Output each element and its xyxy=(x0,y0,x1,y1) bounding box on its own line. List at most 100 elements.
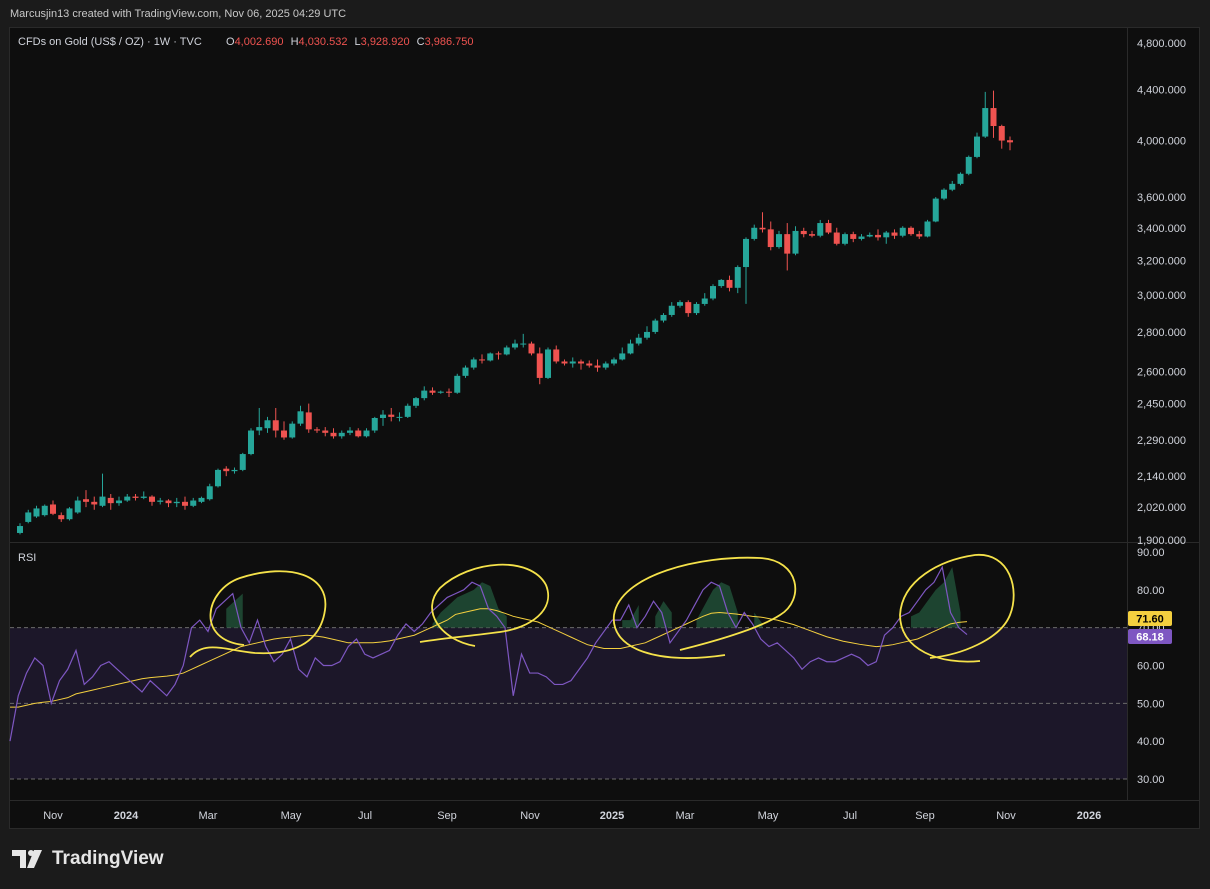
candle-body xyxy=(718,279,725,287)
candle-body xyxy=(380,414,386,419)
time-tick-label: Nov xyxy=(43,810,63,822)
candle-body xyxy=(990,108,997,127)
candle-body xyxy=(561,361,568,364)
candle-body xyxy=(759,227,766,230)
candle-body xyxy=(239,454,246,470)
candle-body xyxy=(528,343,535,354)
candle-body xyxy=(289,423,296,438)
candle-body xyxy=(421,390,428,399)
candle-body xyxy=(149,496,155,502)
candle-body xyxy=(503,347,510,355)
candle-body xyxy=(17,526,23,533)
candle-body xyxy=(462,367,469,376)
price-tick-label: 2,290.000 xyxy=(1137,435,1186,447)
rsi-tick-label: 80.00 xyxy=(1137,585,1165,597)
candle-body xyxy=(982,108,989,137)
candle-body xyxy=(206,486,213,500)
candle-body xyxy=(932,198,939,222)
candle-body xyxy=(116,500,122,504)
candle-body xyxy=(627,343,634,354)
candle-body xyxy=(743,238,749,268)
candle-body xyxy=(908,227,914,235)
candle-body xyxy=(487,353,494,361)
tradingview-logo-icon xyxy=(12,850,42,868)
legend-close-value: 3,986.750 xyxy=(425,36,474,48)
candle-body xyxy=(800,230,807,235)
time-tick-label: Jul xyxy=(358,810,372,822)
rsi-overbought-fill xyxy=(696,582,738,628)
time-tick-label: Mar xyxy=(199,810,218,822)
rsi-value-badges: 71.60 68.18 xyxy=(1128,611,1172,644)
annotation-circles xyxy=(189,554,1015,663)
candle-body xyxy=(685,302,692,314)
candle-body xyxy=(619,353,626,360)
candle-body xyxy=(198,497,205,502)
candle-body xyxy=(215,469,221,487)
legend-ohlc: O4,002.690 H4,030.532 L3,928.920 C3,986.… xyxy=(226,36,474,48)
rsi-band xyxy=(10,627,1127,779)
candle-body xyxy=(338,432,345,437)
legend-low-label: L xyxy=(355,36,361,48)
rsi-tick-label: 90.00 xyxy=(1137,547,1165,559)
candle-body xyxy=(281,430,287,438)
legend-high-label: H xyxy=(291,36,299,48)
rsi-overbought-fill xyxy=(911,567,961,628)
candle-body xyxy=(355,430,362,437)
rsi-tick-label: 40.00 xyxy=(1137,736,1165,748)
price-tick-label: 2,450.000 xyxy=(1137,399,1186,411)
candle-body xyxy=(429,390,436,393)
candle-body xyxy=(866,234,873,237)
candle-body xyxy=(710,286,716,299)
candle-body xyxy=(388,414,395,417)
candle-body xyxy=(470,359,477,368)
price-tick-label: 4,400.000 xyxy=(1137,84,1186,96)
candle-body xyxy=(1007,140,1013,143)
candle-body xyxy=(256,427,263,431)
candle-body xyxy=(842,234,848,244)
candle-body xyxy=(140,496,147,498)
time-tick-label: Nov xyxy=(996,810,1016,822)
tradingview-logo[interactable]: TradingView xyxy=(12,848,164,870)
candle-body xyxy=(817,223,824,236)
rsi-pane-label: RSI xyxy=(18,552,36,564)
time-tick-label: Mar xyxy=(676,810,695,822)
price-tick-label: 3,200.000 xyxy=(1137,255,1186,267)
candle-body xyxy=(157,500,164,502)
rsi-last-value-badge xyxy=(1128,611,1172,626)
candle-body xyxy=(809,234,815,236)
candle-body xyxy=(264,420,271,429)
candle-body xyxy=(875,234,881,238)
candle-body xyxy=(941,189,947,199)
candle-body xyxy=(924,221,931,237)
axes-group: 4,800.000 4,400.000 4,000.000 3,600.000 3,40… xyxy=(43,38,1186,822)
candle-body xyxy=(371,418,378,431)
time-tick-label: 2024 xyxy=(114,810,139,822)
candle-body xyxy=(124,496,131,501)
candle-body xyxy=(107,497,114,504)
candle-body xyxy=(611,359,617,364)
candle-body xyxy=(974,136,980,157)
candle-body xyxy=(305,412,312,430)
candle-body xyxy=(50,504,56,514)
candle-body xyxy=(726,279,733,288)
candle-body xyxy=(965,156,972,174)
candle-body xyxy=(644,331,650,338)
candle-body xyxy=(677,302,683,306)
candle-body xyxy=(660,314,667,321)
candle-body xyxy=(182,501,188,506)
candle-body xyxy=(767,229,774,248)
candle-body xyxy=(850,234,857,239)
candle-body xyxy=(330,432,337,437)
price-tick-label: 2,600.000 xyxy=(1137,367,1186,379)
candle-body xyxy=(413,398,419,406)
candle-body xyxy=(891,232,898,236)
rsi-tick-label: 60.00 xyxy=(1137,661,1165,673)
rsi-tick-label: 30.00 xyxy=(1137,774,1165,786)
candle-body xyxy=(66,508,73,520)
rsi-group xyxy=(9,565,1127,780)
candle-body xyxy=(784,234,791,254)
candle-body xyxy=(512,343,518,348)
candle-body xyxy=(701,298,708,304)
candle-body xyxy=(858,236,865,239)
